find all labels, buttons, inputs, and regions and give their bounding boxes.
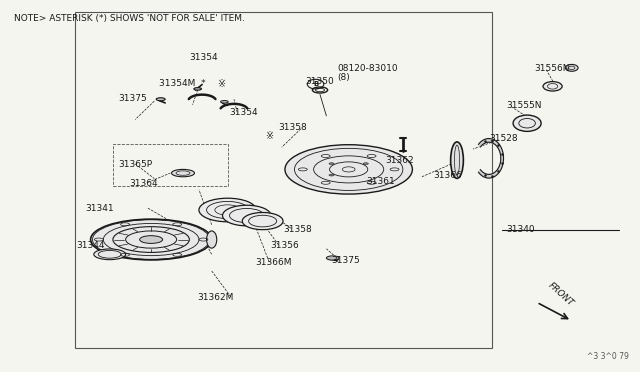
Ellipse shape: [451, 142, 463, 179]
Text: 31528: 31528: [489, 134, 518, 143]
Text: (8): (8): [337, 73, 350, 82]
Ellipse shape: [364, 163, 369, 164]
Ellipse shape: [513, 115, 541, 131]
Ellipse shape: [94, 249, 125, 260]
Text: 31366: 31366: [433, 171, 462, 180]
Text: 08120-83010: 08120-83010: [337, 64, 398, 73]
Ellipse shape: [207, 231, 217, 248]
Ellipse shape: [199, 198, 256, 222]
Ellipse shape: [285, 145, 412, 194]
Text: ※: ※: [217, 80, 225, 89]
Bar: [75, 13, 492, 349]
Text: 31358: 31358: [283, 225, 312, 234]
Text: 31341: 31341: [86, 204, 114, 214]
Text: FRONT: FRONT: [546, 281, 575, 308]
Text: B: B: [313, 81, 318, 87]
Text: ^3 3^0 79: ^3 3^0 79: [587, 352, 629, 361]
Text: 31555N: 31555N: [506, 101, 541, 110]
Text: 31362: 31362: [385, 156, 413, 166]
Ellipse shape: [223, 205, 271, 226]
Text: 31340: 31340: [506, 225, 534, 234]
Text: 31361: 31361: [366, 177, 395, 186]
Text: NOTE> ASTERISK (*) SHOWS 'NOT FOR SALE' ITEM.: NOTE> ASTERISK (*) SHOWS 'NOT FOR SALE' …: [14, 14, 245, 23]
Ellipse shape: [156, 98, 165, 101]
Text: 31375: 31375: [118, 94, 147, 103]
Ellipse shape: [326, 256, 339, 260]
Text: 31366M: 31366M: [255, 258, 291, 267]
Text: 31354M  *: 31354M *: [159, 79, 206, 88]
Ellipse shape: [329, 174, 334, 176]
Ellipse shape: [172, 169, 195, 177]
Text: 31350: 31350: [305, 77, 334, 86]
Ellipse shape: [91, 219, 212, 260]
Text: 31362M: 31362M: [198, 293, 234, 302]
Text: 31358: 31358: [278, 123, 307, 132]
Text: ※: ※: [265, 131, 273, 141]
Text: 31344: 31344: [76, 241, 104, 250]
Text: 31364: 31364: [129, 179, 157, 187]
Ellipse shape: [140, 236, 163, 243]
Ellipse shape: [543, 81, 562, 91]
Ellipse shape: [194, 88, 202, 90]
Text: 31365P: 31365P: [118, 160, 152, 169]
Ellipse shape: [565, 64, 578, 71]
Text: 31354: 31354: [189, 53, 218, 62]
Text: 31556N: 31556N: [535, 64, 570, 73]
Text: 31354: 31354: [230, 108, 258, 118]
Ellipse shape: [221, 100, 228, 103]
Bar: [113, 144, 228, 186]
Polygon shape: [479, 138, 504, 178]
Ellipse shape: [329, 163, 334, 164]
Text: 31375: 31375: [331, 256, 360, 265]
Text: 31356: 31356: [270, 241, 299, 250]
Ellipse shape: [243, 212, 283, 230]
